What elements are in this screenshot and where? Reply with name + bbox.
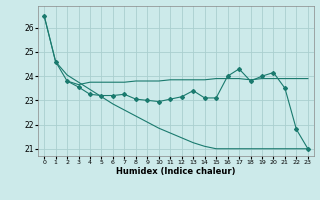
X-axis label: Humidex (Indice chaleur): Humidex (Indice chaleur) <box>116 167 236 176</box>
